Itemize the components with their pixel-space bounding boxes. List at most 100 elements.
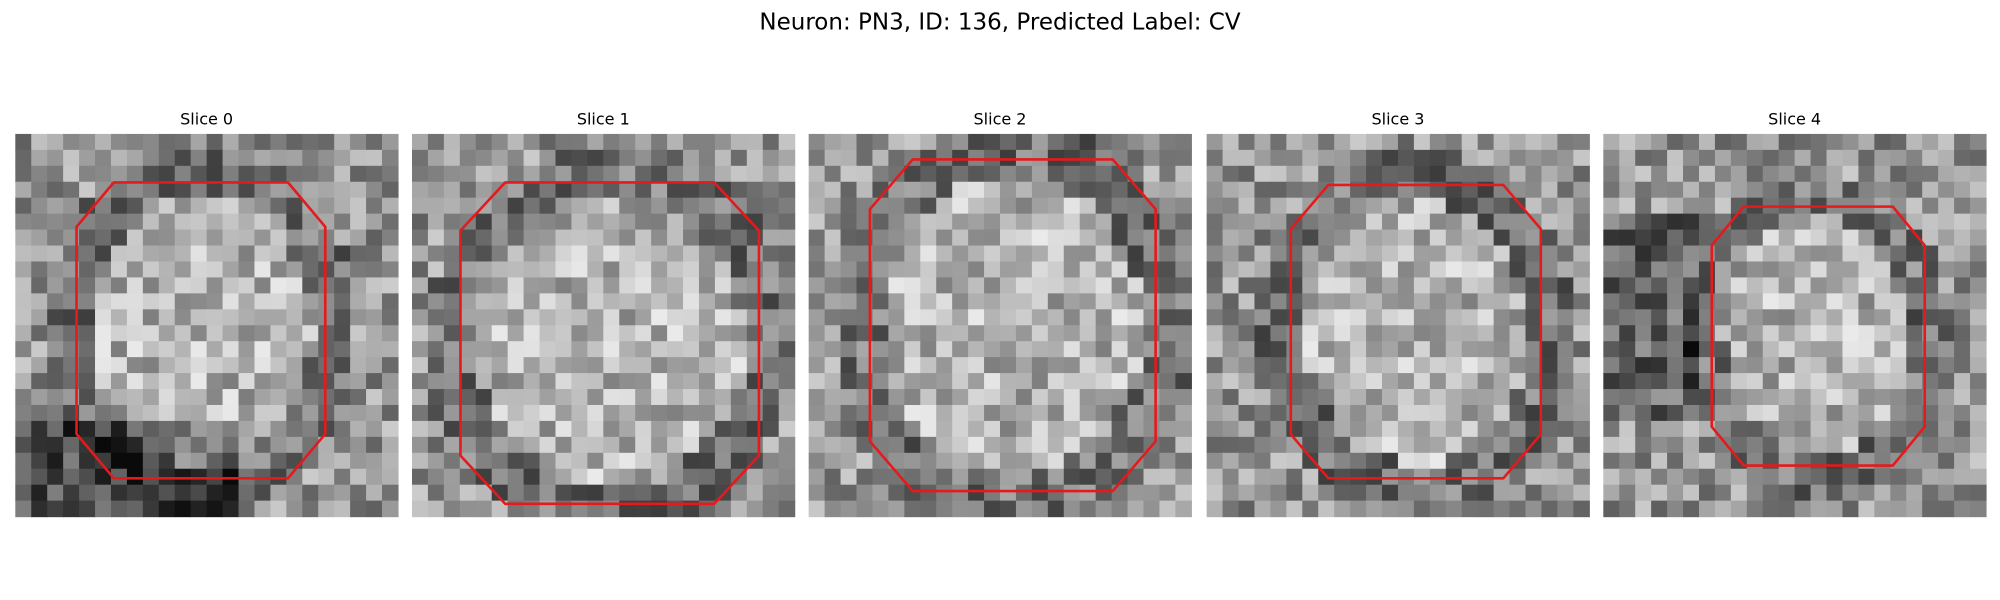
pixel [95, 293, 112, 310]
pixel [1350, 389, 1367, 406]
pixel [1635, 149, 1652, 167]
pixel [1573, 468, 1590, 486]
pixel [571, 404, 588, 422]
pixel [1429, 277, 1447, 294]
pixel [619, 149, 636, 167]
pixel [555, 325, 573, 342]
pixel [1382, 484, 1399, 502]
pixel [1922, 325, 1939, 342]
pixel [1970, 436, 1987, 454]
pixel [555, 293, 573, 310]
pixel [683, 149, 700, 167]
pixel [1031, 420, 1049, 438]
pixel [824, 436, 842, 454]
pixel [1635, 229, 1652, 247]
pixel [459, 484, 477, 502]
pixel [366, 245, 383, 263]
pixel [1762, 293, 1780, 310]
pixel [1477, 293, 1495, 310]
pixel [1127, 389, 1145, 406]
pixel [667, 197, 684, 215]
pixel [1698, 165, 1716, 183]
pixel [730, 389, 748, 406]
pixel [382, 468, 399, 486]
pixel [1954, 293, 1971, 310]
pixel [1970, 373, 1987, 390]
pixel [808, 436, 826, 454]
pixel [475, 420, 493, 438]
pixel [904, 229, 921, 247]
pixel [603, 165, 620, 183]
pixel [1238, 229, 1256, 247]
pixel [126, 149, 144, 167]
pixel [427, 149, 445, 167]
pixel [270, 309, 287, 326]
pixel [318, 500, 335, 518]
pixel [1794, 181, 1812, 199]
pixel [984, 452, 1001, 470]
pixel [539, 197, 557, 215]
pixel [63, 165, 80, 183]
pixel [286, 357, 303, 374]
pixel [1667, 500, 1684, 518]
pixel [411, 325, 429, 342]
pixel [1318, 293, 1335, 310]
pixel [1175, 293, 1192, 310]
pixel [1826, 277, 1844, 294]
pixel [1810, 373, 1828, 390]
pixel [1254, 277, 1272, 294]
pixel [1350, 420, 1367, 438]
pixel [1762, 420, 1780, 438]
pixel [459, 261, 477, 279]
pixel [1714, 325, 1732, 342]
pixel [302, 165, 319, 183]
pixel [1730, 245, 1748, 263]
pixel [952, 436, 969, 454]
pixel [206, 229, 224, 247]
pixel [683, 165, 700, 183]
pixel [1047, 293, 1065, 310]
pixel [1683, 373, 1700, 390]
pixel [1318, 389, 1335, 406]
pixel [95, 373, 112, 390]
pixel [555, 484, 573, 502]
pixel [730, 341, 748, 358]
pixel [507, 261, 525, 279]
pixel [888, 357, 905, 374]
pixel [459, 389, 477, 406]
pixel [1890, 357, 1907, 374]
pixel [382, 133, 399, 151]
pixel [1238, 213, 1256, 231]
pixel [238, 165, 256, 183]
pixel [571, 484, 588, 502]
pixel [1159, 468, 1176, 486]
pixel [1890, 133, 1907, 151]
pixel [824, 229, 842, 247]
pixel [427, 197, 445, 215]
pixel [1906, 197, 1923, 215]
pixel [1063, 293, 1081, 310]
pixel [730, 293, 748, 310]
pixel [158, 261, 176, 279]
pixel [1954, 404, 1971, 422]
pixel [1890, 325, 1907, 342]
pixel [1000, 213, 1017, 231]
pixel [1525, 309, 1543, 326]
pixel [1667, 293, 1684, 310]
pixel [1906, 309, 1923, 326]
pixel [1127, 165, 1145, 183]
pixel [539, 277, 557, 294]
pixel [1461, 197, 1479, 215]
pixel [587, 484, 604, 502]
pixel [1350, 309, 1367, 326]
pixel [555, 404, 573, 422]
pixel [350, 420, 367, 438]
pixel [1477, 149, 1495, 167]
pixel [190, 293, 208, 310]
pixel [1730, 468, 1748, 486]
pixel [1238, 309, 1256, 326]
pixel [936, 373, 953, 390]
pixel [318, 436, 335, 454]
pixel [1651, 404, 1668, 422]
pixel [334, 325, 351, 342]
